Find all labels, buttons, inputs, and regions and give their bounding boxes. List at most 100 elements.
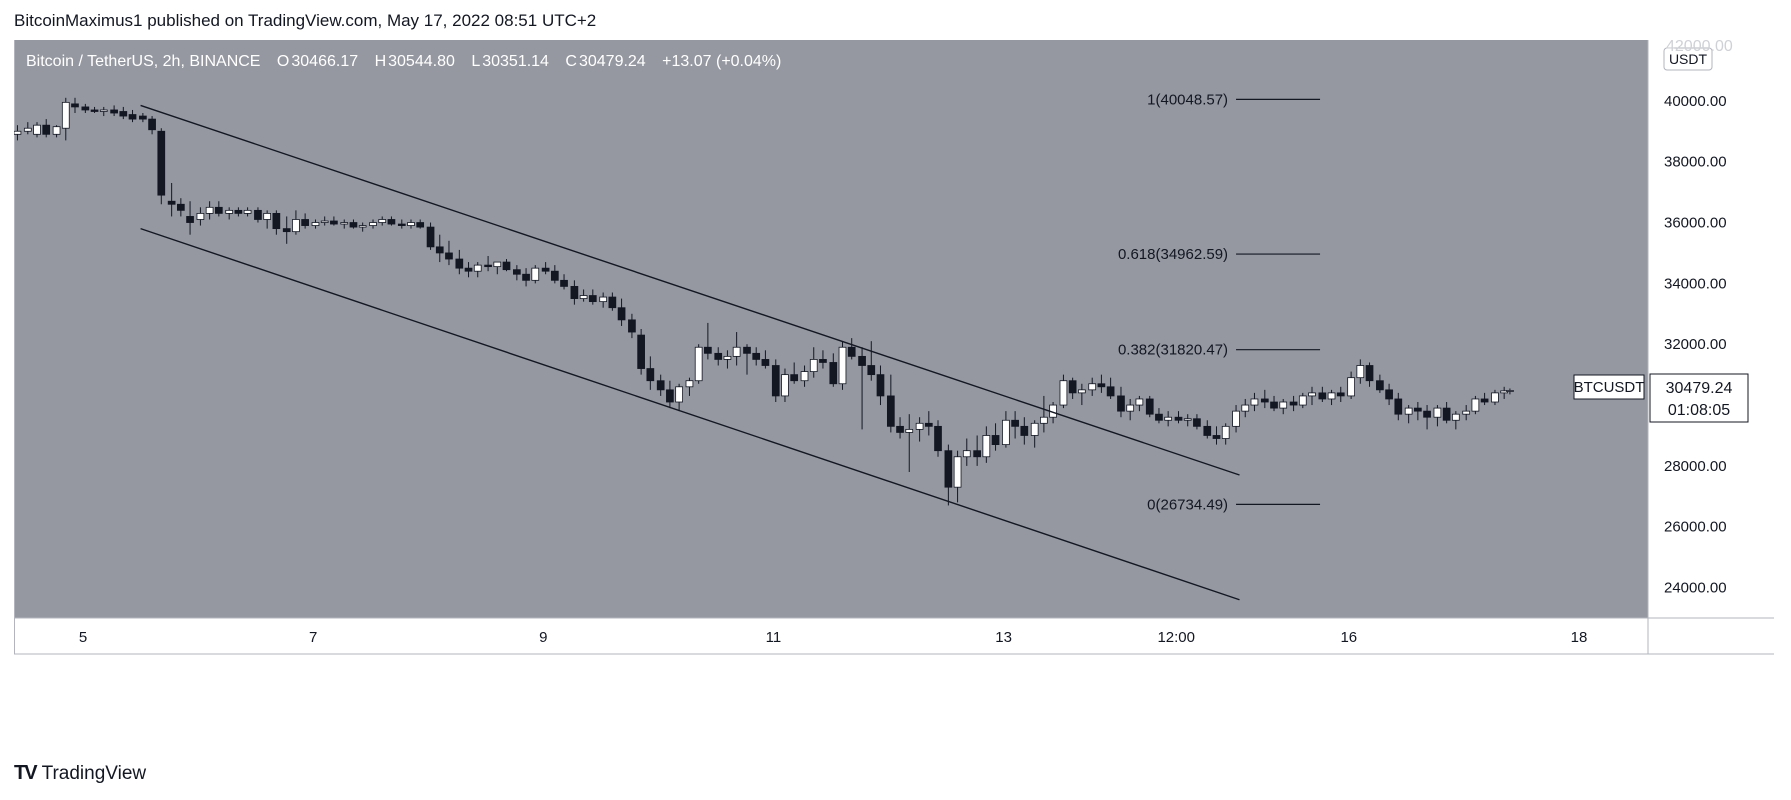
- candle: [445, 240, 453, 266]
- candle: [464, 262, 473, 278]
- candle: [541, 262, 550, 275]
- candle: [23, 122, 32, 135]
- fib-level-label: 1(40048.57): [1147, 91, 1228, 108]
- currency-badge[interactable]: USDT: [1663, 47, 1713, 71]
- candle: [704, 322, 712, 360]
- candle: [522, 268, 530, 287]
- close-value: 30479.24: [578, 53, 646, 70]
- candle: [369, 219, 377, 229]
- time-tick-label: 11: [766, 629, 782, 646]
- candle: [1002, 411, 1010, 448]
- candle: [1260, 389, 1269, 409]
- candle: [330, 216, 338, 226]
- candle: [1203, 420, 1212, 439]
- fib-level[interactable]: 0.618(34962.59): [1118, 246, 1321, 263]
- candle: [1097, 374, 1106, 393]
- candle: [953, 450, 962, 503]
- candle: [139, 113, 147, 123]
- fib-level-label: 0.618(34962.59): [1118, 246, 1228, 263]
- price-axis-background[interactable]: [1648, 40, 1774, 618]
- candle: [1442, 402, 1451, 424]
- candle: [320, 216, 329, 226]
- candle: [119, 106, 128, 120]
- candle: [694, 344, 703, 384]
- candle: [1356, 359, 1365, 384]
- candle: [1347, 371, 1355, 399]
- candle: [426, 222, 435, 250]
- time-tick-label: 7: [309, 629, 317, 646]
- candle: [243, 207, 252, 217]
- candle: [167, 182, 176, 217]
- channel-upper-line[interactable]: [140, 104, 1240, 476]
- last-price-countdown: 01:08:05: [1668, 402, 1730, 419]
- candle: [1414, 402, 1422, 421]
- fib-level[interactable]: 1(40048.57): [1147, 91, 1321, 108]
- high-value: 30544.80: [388, 53, 455, 70]
- candle: [33, 122, 41, 138]
- candle: [1385, 383, 1393, 406]
- candle: [1088, 377, 1097, 396]
- tradingview-brand-label: TradingView: [41, 762, 147, 784]
- candle: [349, 219, 358, 229]
- tradingview-logo-icon: TV: [14, 762, 38, 784]
- time-tick-label: 16: [1340, 629, 1357, 646]
- candle: [1068, 377, 1077, 399]
- candle: [924, 411, 933, 436]
- candle: [387, 216, 396, 226]
- channel-lower-line[interactable]: [140, 227, 1240, 601]
- candle: [550, 265, 559, 284]
- ticker-badge[interactable]: BTCUSDT: [1573, 374, 1645, 400]
- price-tick-label: 38000.00: [1664, 154, 1727, 171]
- candle: [1241, 398, 1250, 418]
- candle: [1471, 395, 1480, 415]
- candle: [14, 125, 22, 141]
- candle: [81, 103, 90, 114]
- candle: [829, 353, 838, 387]
- symbol-label[interactable]: Bitcoin / TetherUS, 2h, BINANCE: [26, 53, 261, 70]
- tradingview-logo[interactable]: TV TradingView: [14, 762, 146, 785]
- candle: [263, 210, 272, 229]
- candle: [608, 292, 617, 311]
- candle: [1059, 374, 1068, 409]
- chart-frame[interactable]: 1(40048.57) 0.618(34962.59) 0.382(31820.47…: [14, 40, 1774, 747]
- candle: [148, 116, 156, 135]
- candlestick-chart[interactable]: 1(40048.57) 0.618(34962.59) 0.382(31820.47…: [14, 40, 1774, 747]
- candle: [915, 417, 924, 442]
- candle: [743, 344, 751, 375]
- candle: [790, 362, 799, 384]
- last-price-value: 30479.24: [1666, 380, 1733, 397]
- time-tick-label: 13: [995, 629, 1012, 646]
- candle: [1433, 405, 1442, 427]
- candle: [1106, 377, 1115, 399]
- price-tick-label: 26000.00: [1664, 519, 1727, 536]
- close-label: C: [565, 53, 577, 70]
- candle: [1318, 386, 1327, 403]
- candle: [1193, 414, 1201, 430]
- open-label: O: [276, 53, 290, 70]
- candle: [1327, 389, 1336, 406]
- candle: [196, 207, 205, 226]
- candle: [934, 420, 942, 457]
- candle: [214, 201, 223, 217]
- candle: [896, 417, 904, 439]
- candle: [732, 332, 741, 366]
- candle: [473, 262, 482, 278]
- candle: [675, 383, 683, 412]
- candle: [301, 213, 309, 229]
- fib-level[interactable]: 0(26734.49): [1147, 496, 1321, 513]
- candle: [71, 97, 79, 114]
- candle: [991, 423, 1000, 451]
- price-tick-label: 32000.00: [1664, 336, 1727, 353]
- candle: [254, 207, 262, 223]
- candle: [1289, 395, 1298, 412]
- fib-level-label: 0.382(31820.47): [1118, 342, 1228, 359]
- candle: [272, 210, 281, 235]
- fib-level[interactable]: 0.382(31820.47): [1118, 342, 1321, 359]
- candle: [781, 368, 789, 403]
- candle: [1451, 411, 1460, 430]
- candle: [962, 438, 971, 466]
- candle: [1336, 386, 1345, 403]
- plot-background: [14, 40, 1648, 618]
- candle: [1491, 389, 1499, 406]
- price-tick-label: 34000.00: [1664, 275, 1727, 292]
